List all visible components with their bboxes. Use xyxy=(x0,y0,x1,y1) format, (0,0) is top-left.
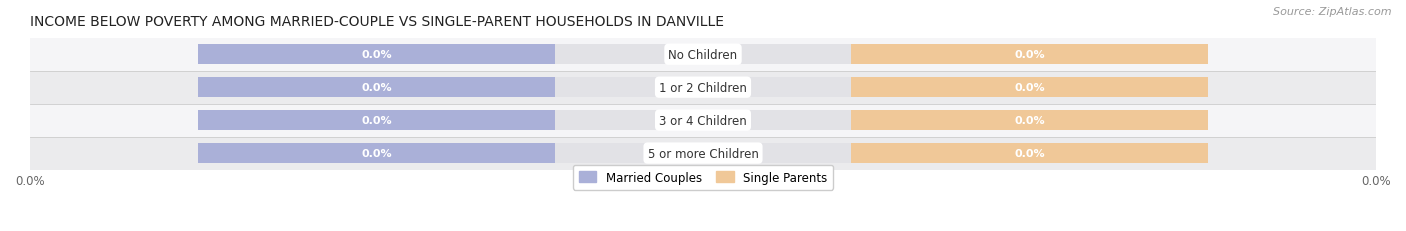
Bar xyxy=(198,78,1208,98)
Bar xyxy=(851,111,1208,131)
Text: 0.0%: 0.0% xyxy=(361,83,392,93)
Text: 0.0%: 0.0% xyxy=(361,149,392,158)
Bar xyxy=(851,143,1208,163)
Bar xyxy=(198,78,555,98)
Bar xyxy=(198,143,1208,163)
Bar xyxy=(198,111,555,131)
Bar xyxy=(851,45,1208,65)
Bar xyxy=(0,71,1406,104)
Bar xyxy=(0,104,1406,137)
Text: 3 or 4 Children: 3 or 4 Children xyxy=(659,114,747,127)
Legend: Married Couples, Single Parents: Married Couples, Single Parents xyxy=(572,165,834,190)
Text: 0.0%: 0.0% xyxy=(361,116,392,126)
Bar xyxy=(198,45,555,65)
Text: INCOME BELOW POVERTY AMONG MARRIED-COUPLE VS SINGLE-PARENT HOUSEHOLDS IN DANVILL: INCOME BELOW POVERTY AMONG MARRIED-COUPL… xyxy=(30,15,724,29)
Text: 0.0%: 0.0% xyxy=(1014,50,1045,60)
Bar xyxy=(851,78,1208,98)
Text: 5 or more Children: 5 or more Children xyxy=(648,147,758,160)
Text: 0.0%: 0.0% xyxy=(1014,116,1045,126)
Bar xyxy=(198,143,555,163)
Bar xyxy=(198,111,1208,131)
Text: 0.0%: 0.0% xyxy=(1014,83,1045,93)
Bar xyxy=(198,45,1208,65)
Text: 1 or 2 Children: 1 or 2 Children xyxy=(659,81,747,94)
Bar xyxy=(0,137,1406,170)
Text: 0.0%: 0.0% xyxy=(361,50,392,60)
Text: Source: ZipAtlas.com: Source: ZipAtlas.com xyxy=(1274,7,1392,17)
Text: No Children: No Children xyxy=(668,49,738,61)
Bar xyxy=(0,39,1406,71)
Text: 0.0%: 0.0% xyxy=(1014,149,1045,158)
